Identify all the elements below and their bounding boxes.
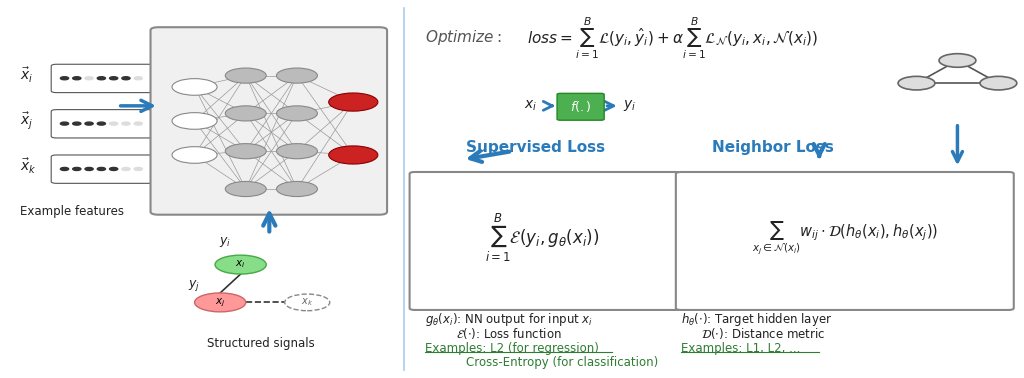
FancyBboxPatch shape [51, 110, 154, 138]
FancyBboxPatch shape [51, 155, 154, 183]
Circle shape [285, 294, 330, 311]
Text: Examples: L1, L2, ...: Examples: L1, L2, ... [681, 342, 801, 355]
Circle shape [85, 77, 93, 80]
Text: $y_j$: $y_j$ [188, 278, 201, 293]
Text: $g_\theta(x_i)$: NN output for input $x_i$: $g_\theta(x_i)$: NN output for input $x_… [425, 311, 593, 328]
Circle shape [85, 167, 93, 170]
Circle shape [276, 181, 317, 197]
Text: $y_i$: $y_i$ [219, 235, 231, 249]
Text: $\sum_{x_j \in \mathcal{N}(x_i)} w_{ij} \cdot \mathcal{D}(h_\theta(x_i), h_\thet: $\sum_{x_j \in \mathcal{N}(x_i)} w_{ij} … [752, 220, 938, 256]
Circle shape [172, 147, 217, 163]
Circle shape [195, 293, 246, 312]
Circle shape [172, 113, 217, 129]
Text: $x_i$: $x_i$ [236, 259, 246, 271]
Text: Examples: L2 (for regression): Examples: L2 (for regression) [425, 342, 599, 355]
Text: $\sum_{i=1}^{B} \mathcal{E}(y_i, g_\theta(x_i))$: $\sum_{i=1}^{B} \mathcal{E}(y_i, g_\thet… [485, 212, 600, 264]
Circle shape [329, 93, 378, 111]
Circle shape [97, 167, 105, 170]
Circle shape [939, 54, 976, 67]
Circle shape [60, 77, 69, 80]
Text: $x_k$: $x_k$ [301, 296, 313, 308]
Text: $f(.)$: $f(.)$ [570, 99, 591, 114]
Circle shape [122, 122, 130, 125]
Circle shape [329, 146, 378, 164]
FancyBboxPatch shape [51, 64, 154, 93]
Text: $x_i$: $x_i$ [524, 99, 537, 113]
Text: $y_i$: $y_i$ [624, 98, 636, 113]
Text: Cross-Entropy (for classification): Cross-Entropy (for classification) [466, 356, 658, 369]
Circle shape [276, 106, 317, 121]
Text: $h_\theta(\cdot)$: Target hidden layer: $h_\theta(\cdot)$: Target hidden layer [681, 311, 833, 328]
Circle shape [73, 77, 81, 80]
Text: $loss = \sum_{i=1}^{B} \mathcal{L}(y_i, \hat{y}_i) + \alpha\sum_{i=1}^{B} \mathc: $loss = \sum_{i=1}^{B} \mathcal{L}(y_i, … [527, 15, 819, 60]
Circle shape [276, 68, 317, 83]
Circle shape [97, 77, 105, 80]
Circle shape [172, 79, 217, 95]
Text: $\vec{x}_i$: $\vec{x}_i$ [20, 66, 34, 85]
Text: Supervised Loss: Supervised Loss [466, 140, 605, 155]
Circle shape [122, 167, 130, 170]
Circle shape [134, 122, 142, 125]
Circle shape [225, 144, 266, 159]
Text: Structured signals: Structured signals [207, 338, 315, 350]
Circle shape [276, 144, 317, 159]
Circle shape [215, 255, 266, 274]
Circle shape [73, 122, 81, 125]
Text: $\mathcal{E}(\cdot)$: Loss function: $\mathcal{E}(\cdot)$: Loss function [456, 326, 561, 341]
Circle shape [110, 167, 118, 170]
Text: Neighbor Loss: Neighbor Loss [712, 140, 834, 155]
Circle shape [122, 77, 130, 80]
Circle shape [85, 122, 93, 125]
Circle shape [110, 77, 118, 80]
Circle shape [225, 106, 266, 121]
Circle shape [110, 122, 118, 125]
Circle shape [898, 76, 935, 90]
Circle shape [225, 68, 266, 83]
Text: $x_j$: $x_j$ [215, 296, 225, 308]
Circle shape [134, 77, 142, 80]
FancyBboxPatch shape [410, 172, 681, 310]
Text: $\vec{x}_j$: $\vec{x}_j$ [20, 110, 34, 132]
FancyBboxPatch shape [676, 172, 1014, 310]
Circle shape [60, 122, 69, 125]
FancyBboxPatch shape [151, 27, 387, 215]
Text: $\mathbf{\it{Optimize:}}$: $\mathbf{\it{Optimize:}}$ [425, 28, 502, 47]
Circle shape [134, 167, 142, 170]
Text: $\mathcal{D}(\cdot)$: Distance metric: $\mathcal{D}(\cdot)$: Distance metric [701, 326, 825, 341]
Text: $\vec{x}_k$: $\vec{x}_k$ [20, 157, 37, 176]
Circle shape [225, 181, 266, 197]
FancyBboxPatch shape [557, 93, 604, 120]
Circle shape [97, 122, 105, 125]
Circle shape [60, 167, 69, 170]
Text: Example features: Example features [19, 205, 124, 218]
Circle shape [980, 76, 1017, 90]
Circle shape [73, 167, 81, 170]
